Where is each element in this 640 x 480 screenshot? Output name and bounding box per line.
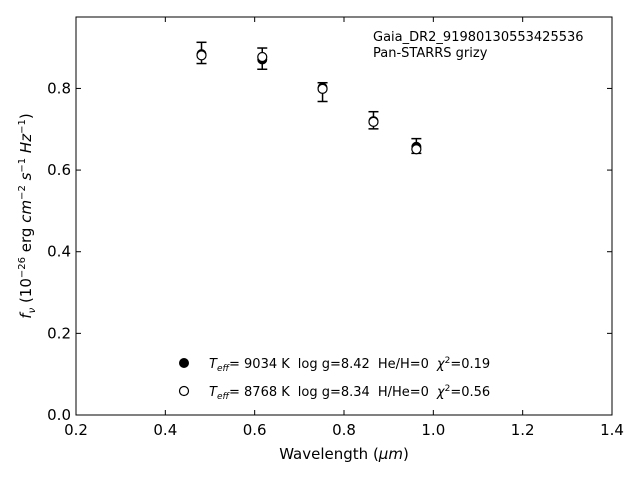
x-tick-label: 0.6 [243, 421, 267, 439]
x-tick-label: 0.4 [153, 421, 177, 439]
legend-open-marker [178, 385, 190, 397]
y-tick-label: 0.6 [47, 161, 71, 179]
y-axis-label: fν (10−26 erg cm−2 s−1 Hz−1) [17, 113, 38, 318]
open-marker-point [196, 50, 207, 61]
y-tick-label: 0.2 [47, 324, 71, 342]
open-marker-point [368, 116, 379, 128]
y-axis-ticks: 0.0 0.2 0.4 0.6 0.8 [47, 79, 612, 424]
series-filled-markers [196, 49, 422, 152]
x-tick-label: 1.0 [421, 421, 445, 439]
object-name-annotation: Gaia_DR2_91980130553425536 [373, 30, 584, 45]
open-marker-point [411, 144, 422, 155]
survey-annotation: Pan-STARRS grizy [373, 46, 488, 61]
y-tick-label: 0.0 [47, 406, 71, 424]
x-axis-ticks: 0.2 0.4 0.6 0.8 1.0 1.2 1.4 [64, 17, 624, 439]
x-tick-label: 1.4 [600, 421, 624, 439]
x-tick-label: 0.2 [64, 421, 88, 439]
open-marker-point [257, 51, 268, 63]
x-axis-label: Wavelength (μm) [279, 445, 409, 463]
y-tick-label: 0.8 [47, 79, 71, 97]
y-tick-label: 0.4 [47, 243, 71, 261]
x-tick-label: 0.8 [332, 421, 356, 439]
series-open-markers [196, 50, 422, 155]
x-tick-label: 1.2 [511, 421, 535, 439]
legend-filled-marker [179, 358, 189, 368]
open-marker-point [317, 83, 328, 94]
plot-frame [75, 16, 613, 416]
